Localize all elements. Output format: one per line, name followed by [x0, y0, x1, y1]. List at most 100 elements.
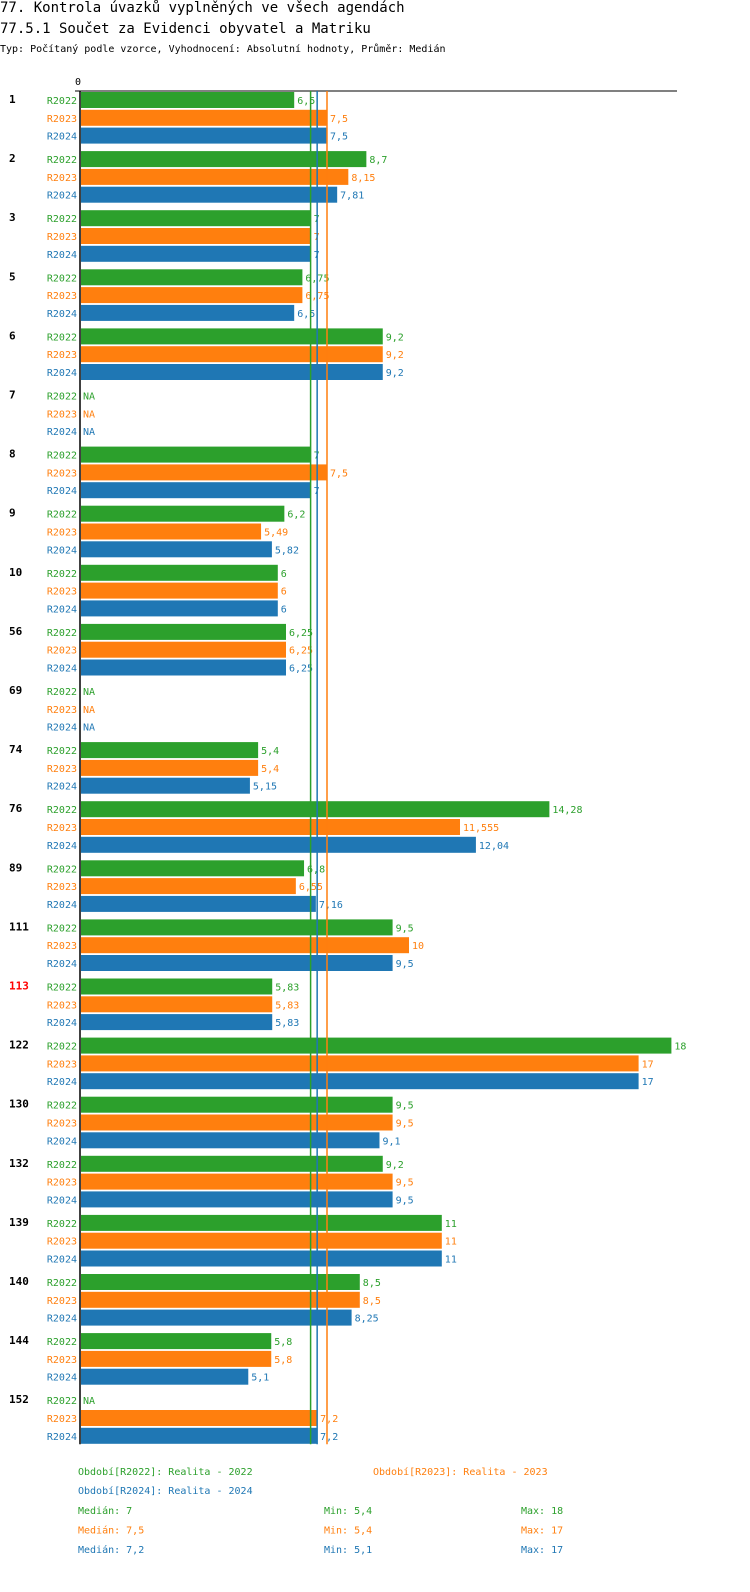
bar-111-R2024	[81, 955, 393, 971]
category-label-113: 113	[9, 980, 29, 993]
bar-10-R2023	[81, 582, 278, 599]
category-label-6: 6	[9, 329, 16, 342]
legend-R2024: Období[R2024]: Realita - 2024	[78, 1485, 253, 1497]
series-label: R2023	[47, 468, 77, 479]
bar-5-R2023	[81, 287, 303, 304]
value-label: 6,5	[297, 309, 315, 320]
x-axis-zero-label: 0	[75, 77, 81, 88]
stat-min-R2023: Min: 5,4	[324, 1526, 372, 1537]
category-label-132: 132	[9, 1157, 29, 1170]
series-label: R2023	[47, 1119, 77, 1130]
value-label-na: NA	[83, 409, 95, 420]
series-label: R2023	[47, 114, 77, 125]
series-label: R2024	[47, 664, 77, 675]
series-label: R2024	[47, 1255, 77, 1266]
value-label: 6,2	[287, 510, 305, 521]
series-label: R2022	[47, 1278, 77, 1289]
bar-139-R2022	[81, 1214, 442, 1231]
bar-10-R2024	[81, 600, 278, 617]
series-label: R2022	[47, 96, 77, 107]
value-label: 9,2	[386, 368, 404, 379]
series-label: R2022	[47, 864, 77, 875]
series-label: R2023	[47, 764, 77, 775]
value-label: 8,5	[363, 1278, 381, 1289]
value-label: 5,82	[275, 545, 299, 556]
series-label: R2024	[47, 1314, 77, 1325]
bar-132-R2023	[81, 1173, 393, 1190]
bar-76-R2024	[81, 836, 476, 853]
stat-min-R2022: Min: 5,4	[324, 1506, 372, 1517]
bar-89-R2023	[81, 878, 296, 895]
category-label-152: 152	[9, 1393, 29, 1406]
value-label: 6,25	[289, 628, 313, 639]
category-label-1: 1	[9, 93, 16, 106]
bar-76-R2023	[81, 819, 461, 835]
category-label-7: 7	[9, 389, 16, 402]
value-label: 6,8	[307, 864, 325, 875]
bar-3-R2022	[81, 210, 311, 227]
bar-140-R2024	[81, 1309, 352, 1326]
series-label: R2023	[47, 173, 77, 184]
series-label: R2022	[47, 1042, 77, 1053]
value-label: 8,15	[351, 173, 375, 184]
bar-152-R2024	[81, 1427, 318, 1444]
series-label: R2023	[47, 646, 77, 657]
value-label: 11,555	[463, 823, 499, 834]
value-label: 5,49	[264, 528, 288, 539]
series-label: R2023	[47, 1178, 77, 1189]
series-label: R2023	[47, 1237, 77, 1248]
series-label: R2022	[47, 392, 77, 403]
value-label: 11	[445, 1255, 457, 1266]
stat-median-R2023: Medián: 7,5	[78, 1525, 144, 1537]
value-label-na: NA	[83, 392, 95, 403]
bar-144-R2022	[81, 1333, 272, 1350]
bar-2-R2024	[81, 186, 338, 203]
bar-74-R2022	[81, 742, 259, 759]
value-label: 18	[674, 1042, 686, 1053]
series-label: R2024	[47, 841, 77, 852]
category-label-122: 122	[9, 1039, 29, 1052]
chart-title: 77. Kontrola úvazků vyplněných ve všech …	[0, 0, 405, 16]
category-label-8: 8	[9, 448, 16, 461]
bar-74-R2023	[81, 759, 259, 776]
series-label: R2023	[47, 232, 77, 243]
value-label: 5,8	[274, 1337, 292, 1348]
bar-8-R2023	[81, 464, 327, 481]
series-label: R2022	[47, 155, 77, 166]
series-label: R2024	[47, 191, 77, 202]
series-label: R2024	[47, 132, 77, 143]
value-label: 9,5	[396, 1119, 414, 1130]
bar-76-R2022	[81, 801, 550, 818]
value-label: 8,5	[363, 1296, 381, 1307]
bar-56-R2022	[81, 623, 286, 640]
category-label-111: 111	[9, 920, 29, 933]
bar-139-R2024	[81, 1250, 442, 1267]
bar-132-R2022	[81, 1155, 383, 1172]
bar-113-R2022	[81, 978, 273, 995]
bar-56-R2023	[81, 641, 286, 658]
series-label: R2023	[47, 1355, 77, 1366]
series-label: R2024	[47, 309, 77, 320]
category-label-76: 76	[9, 802, 23, 815]
bar-130-R2023	[81, 1114, 393, 1131]
category-label-56: 56	[9, 625, 23, 638]
bar-122-R2022	[81, 1037, 672, 1054]
bar-5-R2024	[81, 304, 295, 321]
value-label: 10	[412, 941, 424, 952]
series-label: R2022	[47, 1396, 77, 1407]
legend-R2022: Období[R2022]: Realita - 2022	[78, 1466, 253, 1478]
series-label: R2024	[47, 1136, 77, 1147]
value-label: 9,5	[396, 959, 414, 970]
bar-89-R2024	[81, 895, 316, 912]
category-label-144: 144	[9, 1334, 29, 1347]
series-label: R2024	[47, 427, 77, 438]
bar-3-R2024	[81, 245, 311, 262]
series-label: R2024	[47, 900, 77, 911]
category-label-69: 69	[9, 684, 22, 697]
bar-89-R2022	[81, 860, 305, 877]
category-label-2: 2	[9, 152, 16, 165]
chart-type-line: Typ: Počítaný podle vzorce, Vyhodnocení:…	[0, 44, 446, 55]
value-label: 5,8	[274, 1355, 292, 1366]
value-label-na: NA	[83, 427, 95, 438]
value-label: 17	[642, 1077, 654, 1088]
